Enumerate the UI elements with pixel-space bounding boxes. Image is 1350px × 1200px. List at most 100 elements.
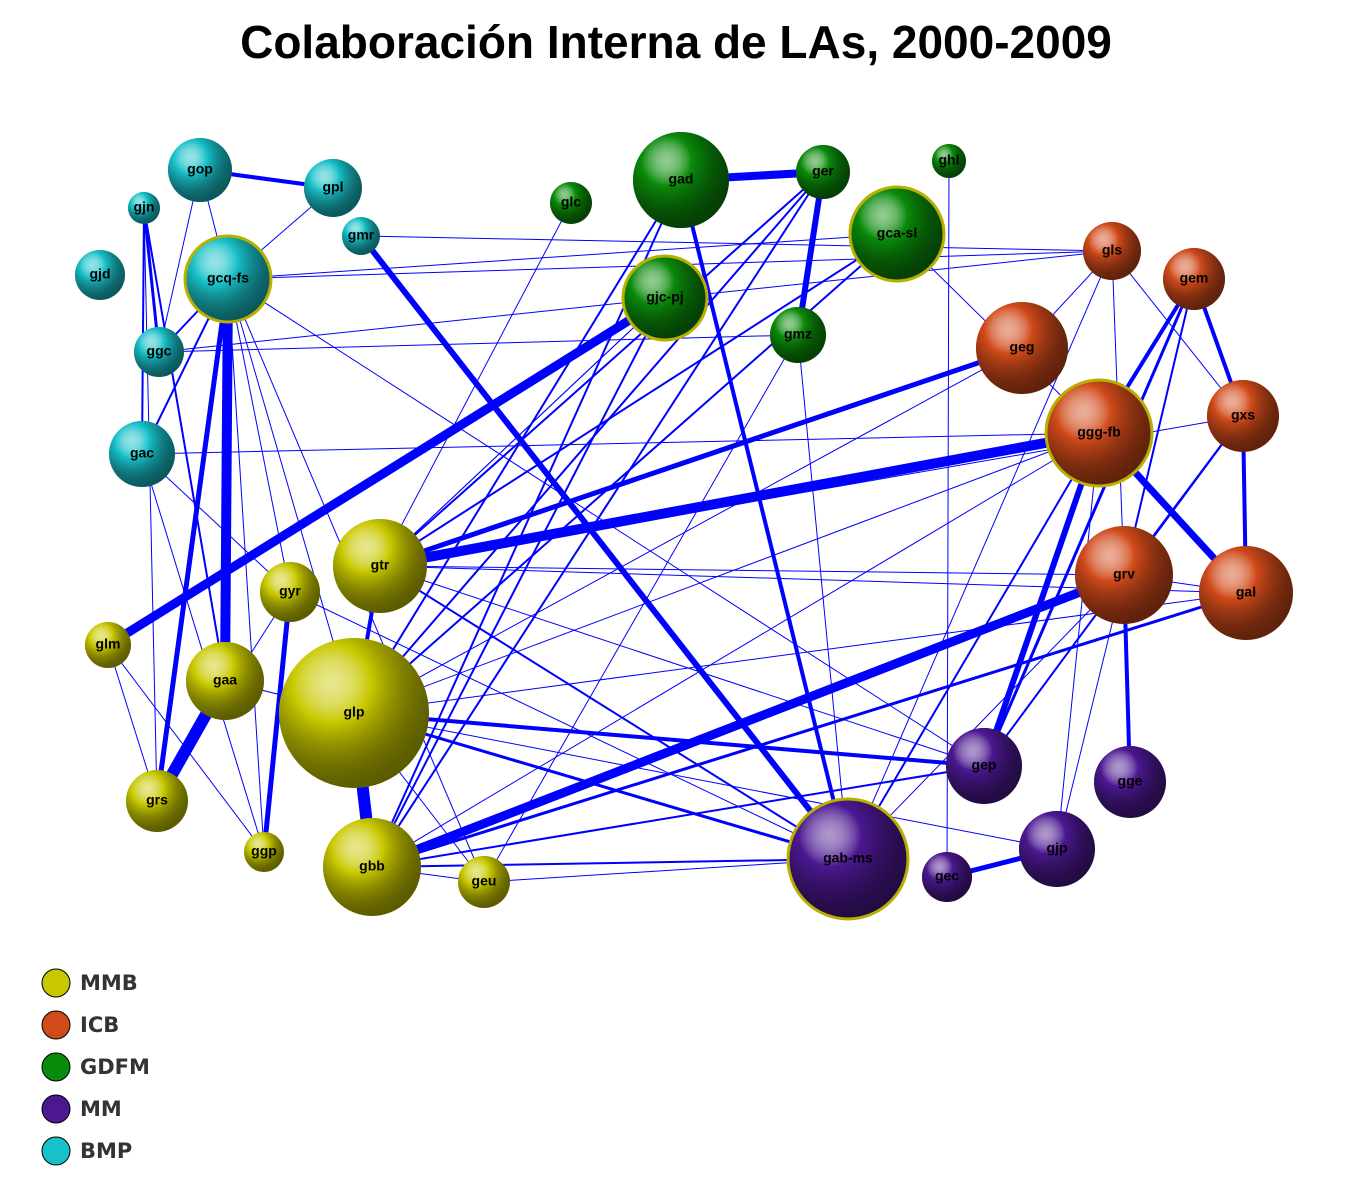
edge (847, 574, 1125, 860)
node-shade (244, 832, 284, 872)
edge (370, 570, 1126, 872)
edge (379, 297, 666, 567)
node-shade (109, 421, 175, 487)
legend: MMB ICB GDFM MM BMP (41, 968, 150, 1166)
node: gmz (770, 307, 826, 363)
edge (353, 711, 985, 768)
edge (353, 179, 682, 714)
edge (371, 171, 824, 868)
node: gad (633, 132, 729, 228)
edge (371, 297, 666, 868)
edge (358, 234, 851, 861)
node-shade (458, 856, 510, 908)
edge (353, 432, 1100, 714)
node: geg (976, 302, 1068, 394)
node-label: gop (187, 161, 213, 177)
node-shade (279, 638, 429, 788)
node: gac (109, 421, 175, 487)
node-shade (633, 132, 729, 228)
node-shade (1207, 380, 1279, 452)
edge (379, 171, 824, 567)
node-shade (1075, 526, 1173, 624)
node-label: ggp (251, 843, 277, 859)
edge (143, 207, 226, 682)
node-label: gaa (213, 672, 237, 688)
node-label: grs (146, 792, 168, 808)
node: gcq-fs (183, 234, 273, 324)
node: gtr (333, 519, 427, 613)
node-shade (770, 307, 826, 363)
title: Colaboración Interna de LAs, 2000-2009 (240, 16, 1112, 68)
node: gxs (1207, 380, 1279, 452)
edge (154, 278, 231, 802)
node-label: gjd (90, 266, 111, 282)
edge (379, 428, 1100, 571)
node-label: gac (130, 445, 154, 461)
edge (379, 565, 849, 860)
legend-swatch (41, 968, 71, 998)
node: glp (279, 638, 429, 788)
node-shade (1163, 248, 1225, 310)
node-label: gal (1236, 584, 1256, 600)
legend-swatch (41, 1010, 71, 1040)
node-shade (848, 185, 946, 283)
node-label: gge (1118, 773, 1143, 789)
edge (141, 207, 145, 455)
edge (227, 278, 355, 714)
edge (379, 565, 1125, 576)
legend-label: MM (80, 1097, 122, 1121)
node-label: geg (1010, 339, 1035, 355)
node-label: gca-sl (877, 225, 917, 241)
node-label: glm (96, 636, 121, 652)
node-label: gad (669, 171, 694, 187)
node-label: glp (344, 704, 365, 720)
node-label: gjp (1047, 840, 1068, 856)
edge (371, 432, 1100, 868)
node: ggp (244, 832, 284, 872)
edge (981, 432, 1102, 767)
nodes: gop gpl gjn gmr gjd gcq-fs ggc gac glc gad ger ghl g… (75, 132, 1293, 921)
node-shade (1094, 746, 1166, 818)
node: ger (796, 145, 850, 199)
node-shade (342, 217, 380, 255)
edge (353, 347, 1023, 714)
edge (847, 432, 1100, 860)
edge (143, 207, 158, 802)
node-shade (333, 519, 427, 613)
node: ggc (134, 327, 184, 377)
node-label: ggg-fb (1077, 424, 1121, 440)
node-label: ghl (939, 152, 960, 168)
legend-label: GDFM (80, 1055, 150, 1079)
node-shade (323, 818, 421, 916)
edge (360, 235, 1113, 252)
node-label: ger (812, 163, 834, 179)
edge (107, 644, 265, 853)
node: gop (168, 138, 232, 202)
node-shade (946, 728, 1022, 804)
node-label: gxs (1231, 407, 1255, 423)
edge (1056, 432, 1100, 850)
edge (353, 712, 1058, 850)
node-label: gls (1102, 242, 1122, 258)
legend-label: MMB (80, 971, 138, 995)
node-shade (796, 145, 850, 199)
node-shade (168, 138, 232, 202)
node: gjc-pj (621, 254, 709, 342)
node-shade (621, 254, 709, 342)
edge (379, 202, 572, 567)
node: gep (946, 728, 1022, 804)
edge (1123, 278, 1195, 576)
node-shade (134, 327, 184, 377)
node: ggg-fb (1044, 378, 1154, 488)
node: ghl (932, 144, 966, 178)
node: gpl (304, 159, 362, 217)
node: gmr (342, 217, 380, 255)
edge (261, 591, 293, 853)
edge (371, 765, 985, 868)
node-label: gec (935, 868, 959, 884)
node-shade (932, 144, 966, 178)
edge (379, 233, 898, 567)
node: gjn (128, 192, 160, 224)
node-shade (922, 852, 972, 902)
